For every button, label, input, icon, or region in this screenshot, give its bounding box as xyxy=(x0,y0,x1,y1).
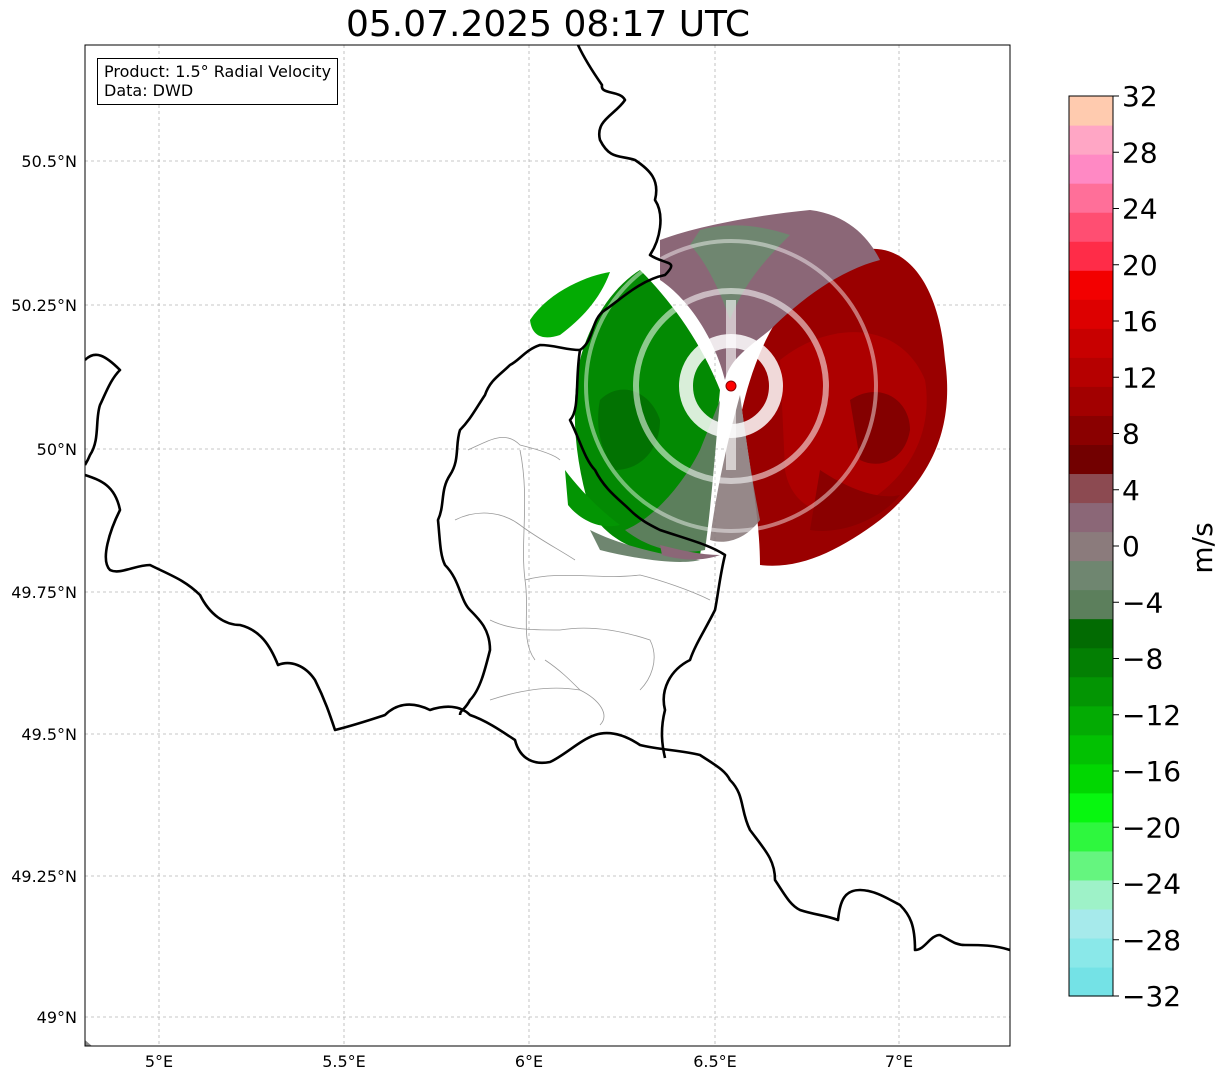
colorbar-swatch xyxy=(1069,154,1113,184)
y-tick-label: 49.75°N xyxy=(11,583,77,602)
colorbar-swatch xyxy=(1069,502,1113,533)
colorbar-swatch xyxy=(1069,676,1113,707)
colorbar-swatch xyxy=(1069,734,1113,765)
colorbar-tick-label: 20 xyxy=(1122,249,1158,282)
colorbar-swatch xyxy=(1069,444,1113,475)
colorbar-swatch xyxy=(1069,183,1113,213)
colorbar-swatch xyxy=(1069,328,1113,358)
colorbar-swatch xyxy=(1069,821,1113,852)
colorbar: 32 28 24 20 16 12 8 4 0 −4 −8 −12 −16 −20 −24 −28 −32 m/… xyxy=(1068,80,1219,1013)
colorbar-swatch xyxy=(1069,415,1113,445)
colorbar-tick-label: −28 xyxy=(1122,924,1181,957)
colorbar-swatch xyxy=(1069,560,1113,591)
colorbar-tick-label: 0 xyxy=(1122,530,1140,563)
y-tick-label: 50.5°N xyxy=(21,152,77,171)
corner-shading xyxy=(85,1040,92,1046)
x-tick-labels: 5°E 5.5°E 6°E 6.5°E 7°E xyxy=(145,1052,913,1071)
y-tick-label: 49°N xyxy=(37,1008,77,1027)
x-tick-label: 7°E xyxy=(885,1052,913,1071)
colorbar-ticks: 32 28 24 20 16 12 8 4 0 −4 −8 −12 −16 −20 −24 −28 −32 xyxy=(1113,80,1181,1013)
colorbar-swatch xyxy=(1069,792,1113,823)
radar-echo xyxy=(530,210,948,566)
colorbar-tick-label: −4 xyxy=(1122,586,1163,619)
map-frame xyxy=(84,44,1011,1047)
x-tick-label: 5.5°E xyxy=(322,1052,366,1071)
district-boundaries xyxy=(454,436,711,726)
colorbar-swatch xyxy=(1069,270,1113,300)
colorbar-swatch xyxy=(1069,937,1113,968)
colorbar-swatch xyxy=(1069,879,1113,910)
colorbar-tick-label: −32 xyxy=(1122,980,1181,1013)
colorbar-swatch xyxy=(1069,705,1113,736)
y-tick-labels: 50.5°N 50.25°N 50°N 49.75°N 49.5°N 49.25… xyxy=(11,152,77,1027)
x-tick-label: 5°E xyxy=(145,1052,173,1071)
y-tick-label: 50°N xyxy=(37,440,77,459)
colorbar-label: m/s xyxy=(1186,522,1219,573)
colorbar-swatch xyxy=(1069,589,1113,620)
radar-site-marker xyxy=(725,380,737,392)
colorbar-swatch xyxy=(1069,357,1113,387)
x-tick-label: 6°E xyxy=(515,1052,543,1071)
colorbar-tick-label: 28 xyxy=(1122,136,1158,169)
colorbar-swatches xyxy=(1069,96,1113,997)
product-text: Product: 1.5° Radial Velocity xyxy=(104,62,332,81)
x-tick-label: 6.5°E xyxy=(693,1052,737,1071)
colorbar-tick-label: −20 xyxy=(1122,811,1181,844)
colorbar-swatch xyxy=(1069,212,1113,242)
colorbar-swatch xyxy=(1069,618,1113,649)
y-tick-label: 49.5°N xyxy=(21,725,77,744)
y-tick-label: 49.25°N xyxy=(11,867,77,886)
colorbar-swatch xyxy=(1069,966,1113,997)
data-source-text: Data: DWD xyxy=(104,81,194,100)
colorbar-swatch xyxy=(1069,850,1113,881)
colorbar-tick-label: 16 xyxy=(1122,305,1158,338)
colorbar-tick-label: 8 xyxy=(1122,418,1140,451)
colorbar-tick-label: −12 xyxy=(1122,699,1181,732)
colorbar-swatch xyxy=(1069,531,1113,562)
colorbar-swatch xyxy=(1069,96,1113,126)
colorbar-tick-label: −8 xyxy=(1122,643,1163,676)
colorbar-tick-label: −24 xyxy=(1122,868,1181,901)
gridlines xyxy=(85,45,1010,1046)
info-box: Product: 1.5° Radial Velocity Data: DWD xyxy=(97,58,339,105)
colorbar-tick-label: 24 xyxy=(1122,193,1158,226)
colorbar-tick-label: 4 xyxy=(1122,474,1140,507)
colorbar-swatch xyxy=(1069,908,1113,939)
colorbar-swatch xyxy=(1069,473,1113,504)
colorbar-tick-label: 32 xyxy=(1122,80,1158,113)
colorbar-swatch xyxy=(1069,241,1113,271)
map-title: 05.07.2025 08:17 UTC xyxy=(345,4,751,45)
colorbar-swatch xyxy=(1069,386,1113,416)
colorbar-swatch xyxy=(1069,125,1113,155)
colorbar-swatch xyxy=(1069,647,1113,678)
country-borders xyxy=(85,45,1010,952)
y-tick-label: 50.25°N xyxy=(11,296,77,315)
colorbar-swatch xyxy=(1069,763,1113,794)
colorbar-tick-label: 12 xyxy=(1122,361,1158,394)
colorbar-tick-label: −16 xyxy=(1122,755,1181,788)
colorbar-swatch xyxy=(1069,299,1113,329)
